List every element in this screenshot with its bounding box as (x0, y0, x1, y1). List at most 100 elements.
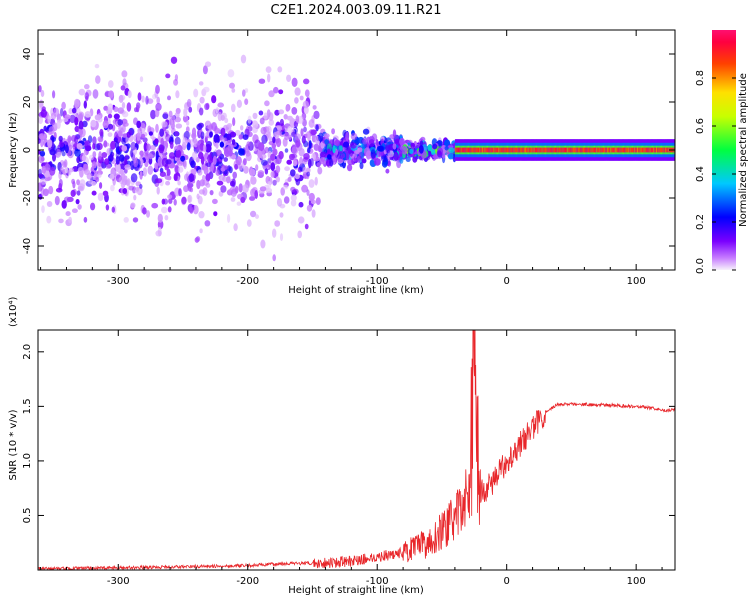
heatmap-cell (154, 162, 159, 170)
heatmap-cell (155, 150, 159, 161)
heatmap-cell (117, 119, 123, 126)
heatmap-cell (601, 147, 604, 153)
heatmap-cell (649, 147, 652, 153)
heatmap-cell (76, 190, 81, 196)
heatmap-cell (78, 120, 84, 130)
colorbar-tick-label: 0.2 (695, 214, 706, 230)
colorbar-tick-label: 0.8 (695, 70, 706, 86)
heatmap-cell (205, 143, 212, 153)
heatmap-cell (130, 202, 136, 209)
heatmap-cell (331, 153, 338, 163)
heatmap-cell (298, 201, 304, 208)
heatmap-cell (560, 147, 563, 153)
heatmap-cell (293, 157, 298, 167)
heatmap-cell (275, 126, 283, 132)
heatmap-cell (655, 147, 657, 153)
heatmap-cell (308, 140, 312, 149)
heatmap-cell (196, 145, 203, 153)
spectrogram-x-label: Height of straight line (km) (288, 285, 424, 296)
heatmap-cell (541, 147, 544, 153)
heatmap-cell (50, 112, 57, 120)
heatmap-cell (195, 236, 201, 242)
heatmap-cell (409, 148, 414, 154)
heatmap-cell (133, 158, 139, 168)
heatmap-cell (156, 186, 160, 195)
heatmap-cell (310, 158, 314, 167)
heatmap-cell (578, 147, 580, 153)
heatmap-cell (264, 100, 270, 107)
heatmap-cell (410, 142, 416, 148)
heatmap-cell (43, 125, 47, 132)
snr-panel: -300 -200 -100 0 100 0.5 1.0 1.5 2.0 Height of … (8, 296, 676, 596)
heatmap-cell (280, 187, 286, 196)
heatmap-cell (501, 147, 503, 153)
heatmap-cell (393, 151, 399, 161)
heatmap-cell (609, 147, 612, 153)
heatmap-cell (430, 149, 436, 156)
heatmap-cell (555, 147, 557, 153)
heatmap-cell (161, 206, 168, 214)
heatmap-cell (38, 182, 43, 192)
heatmap-cell (224, 146, 231, 156)
heatmap-cell (47, 115, 51, 124)
heatmap-cell (549, 147, 551, 153)
heatmap-cell (596, 147, 598, 153)
heatmap-cell (51, 136, 57, 142)
heatmap-cell (168, 198, 173, 204)
heatmap-cell (577, 147, 579, 153)
heatmap-cell (566, 147, 568, 153)
colorbar-tick-label: 0.4 (695, 166, 706, 182)
heatmap-cell (65, 211, 71, 217)
heatmap-cell (231, 88, 236, 93)
heatmap-cell (483, 147, 485, 153)
heatmap-cell (216, 180, 224, 186)
heatmap-cell (532, 147, 535, 153)
heatmap-cell (134, 107, 138, 113)
heatmap-cell (274, 109, 280, 116)
heatmap-cell (249, 196, 256, 201)
heatmap-cell (316, 162, 321, 168)
heatmap-cell (498, 147, 500, 153)
heatmap-cell (304, 223, 309, 230)
heatmap-cell (476, 147, 478, 153)
heatmap-cell (306, 167, 311, 174)
heatmap-cell (274, 158, 279, 164)
heatmap-cell (239, 164, 243, 171)
heatmap-cell (464, 147, 466, 153)
heatmap-cell (250, 210, 257, 218)
heatmap-cell (39, 150, 46, 157)
heatmap-cell (614, 147, 616, 153)
heatmap-cell (636, 147, 638, 153)
heatmap-cell (63, 159, 68, 168)
heatmap-cell (282, 184, 289, 190)
heatmap-cell (467, 147, 469, 153)
heatmap-cell (186, 120, 190, 126)
heatmap-cell (272, 136, 276, 144)
heatmap-cell (155, 123, 159, 133)
heatmap-cell (114, 141, 120, 149)
heatmap-cell (121, 102, 126, 109)
heatmap-cell (173, 199, 177, 206)
heatmap-cell (167, 95, 171, 101)
heatmap-cell (301, 184, 308, 193)
heatmap-cell (106, 148, 111, 156)
heatmap-cell (38, 173, 44, 178)
heatmap-cell (122, 188, 128, 194)
heatmap-cell (109, 173, 115, 180)
heatmap-cell (74, 98, 80, 108)
heatmap-cell (493, 147, 495, 153)
heatmap-cell (155, 230, 162, 237)
heatmap-cell (173, 173, 178, 182)
heatmap-cell (227, 165, 231, 172)
heatmap-cell (258, 78, 266, 84)
heatmap-cell (264, 146, 269, 154)
heatmap-cell (647, 147, 650, 153)
spectrogram-x-axis: -300 -200 -100 0 100 (40, 30, 663, 287)
heatmap-cell (107, 113, 113, 119)
heatmap-cell (166, 175, 172, 181)
heatmap-cell (161, 198, 166, 205)
heatmap-cell (332, 135, 339, 141)
heatmap-cell (142, 167, 148, 177)
heatmap-cell (142, 137, 148, 143)
